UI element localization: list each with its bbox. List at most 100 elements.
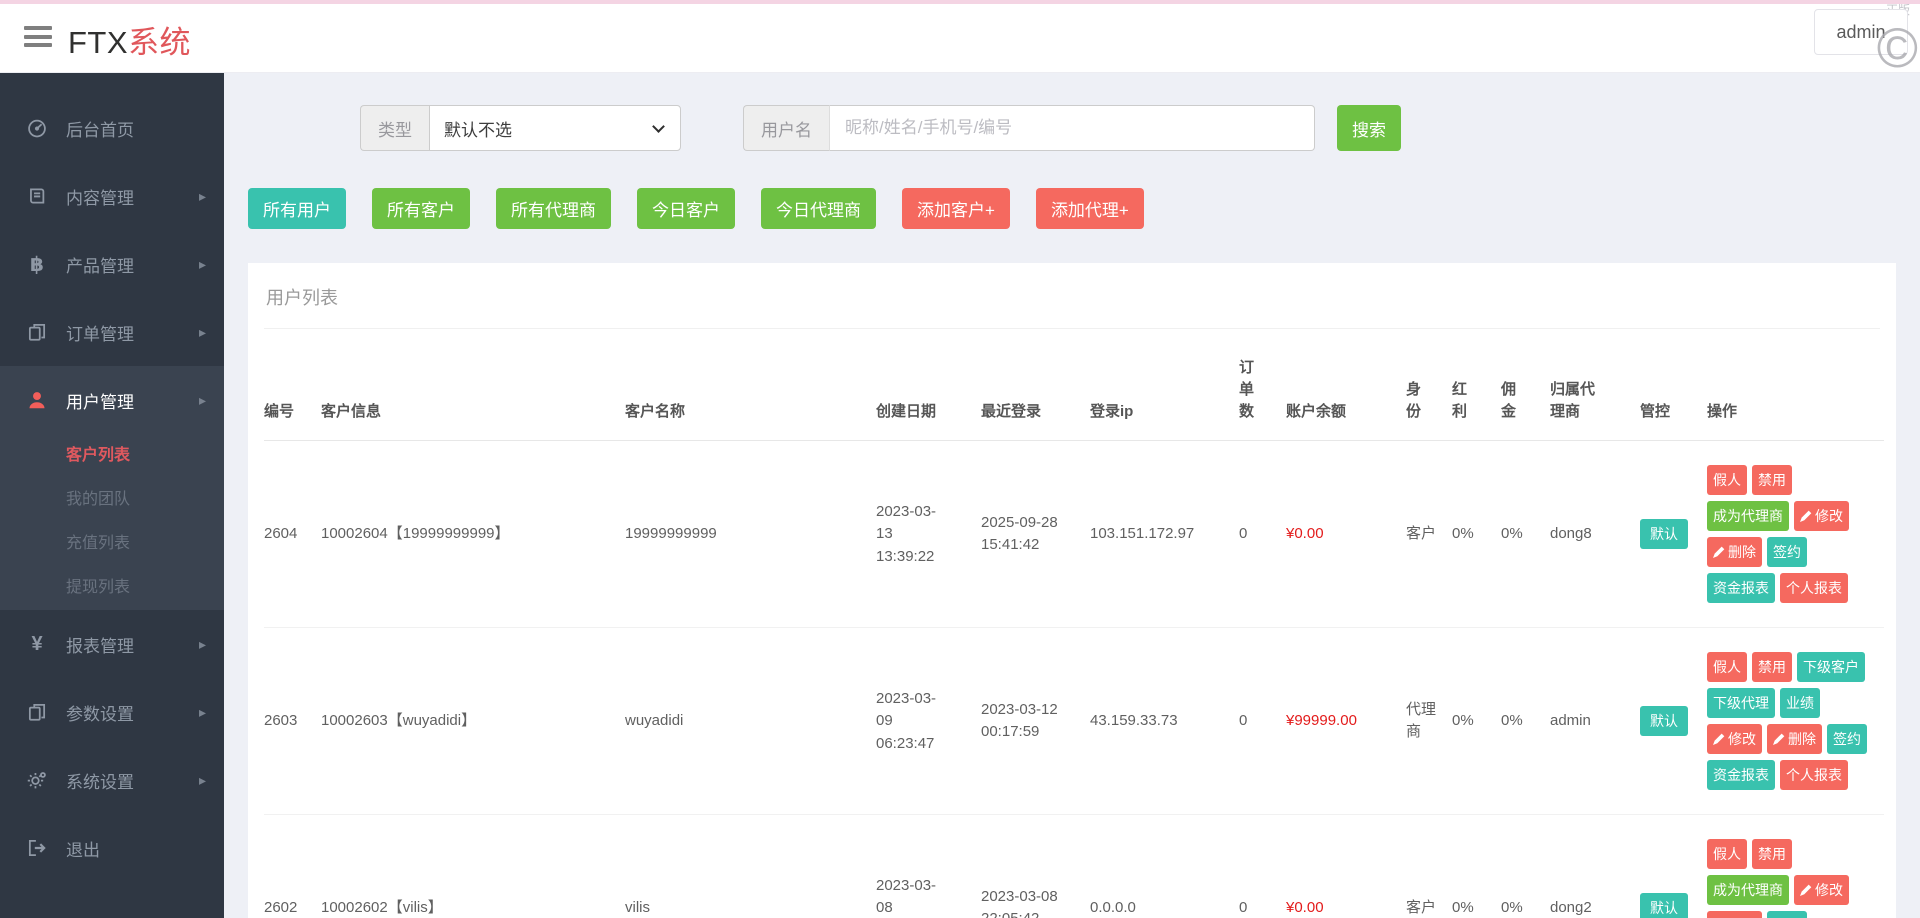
op-button[interactable]: 禁用	[1752, 465, 1792, 496]
sidebar-item-label: 内容管理	[66, 188, 134, 208]
cell-bonus: 0%	[1452, 440, 1501, 629]
op-button[interactable]: 删除	[1707, 537, 1762, 568]
op-button[interactable]: 禁用	[1752, 652, 1792, 683]
operations: 假人禁用成为代理商修改删除签约资金报表个人报表	[1707, 465, 1872, 604]
op-button[interactable]: 假人	[1707, 839, 1747, 870]
today-agents-button[interactable]: 今日代理商	[761, 188, 876, 229]
cell-commission: 0%	[1501, 627, 1550, 816]
col-commission: 佣金	[1501, 329, 1550, 442]
op-button[interactable]: 个人报表	[1780, 760, 1848, 791]
sidebar-item-user-management[interactable]: 用户管理 ▸	[0, 366, 224, 434]
balance-value: ¥0.00	[1286, 525, 1324, 542]
op-button[interactable]: 修改	[1794, 501, 1849, 532]
op-button[interactable]: 签约	[1767, 537, 1807, 568]
gears-icon	[24, 769, 50, 791]
sidebar-item-products[interactable]: ฿ 产品管理 ▸	[0, 230, 224, 298]
sidebar: 后台首页 内容管理 ▸ ฿ 产品管理 ▸ 订单管理 ▸ 用户管理 ▸ 客户列表 …	[0, 73, 224, 918]
cell-identity: 客户	[1406, 814, 1452, 918]
sidebar-item-withdraw-list[interactable]: 提现列表	[66, 579, 131, 596]
type-label: 类型	[360, 105, 429, 151]
op-button[interactable]: 成为代理商	[1707, 501, 1789, 532]
username-input[interactable]	[829, 105, 1315, 151]
default-control-button[interactable]: 默认	[1640, 706, 1688, 737]
cell-ip: 43.159.33.73	[1090, 627, 1239, 816]
all-agents-button[interactable]: 所有代理商	[496, 188, 611, 229]
user-menu[interactable]: admin	[1814, 9, 1908, 55]
today-customers-button[interactable]: 今日客户	[637, 188, 735, 229]
col-order-count: 订单数	[1239, 329, 1286, 442]
sidebar-item-my-team[interactable]: 我的团队	[66, 491, 131, 508]
sidebar-item-reports[interactable]: ¥ 报表管理 ▸	[0, 610, 224, 678]
sidebar-item-content[interactable]: 内容管理 ▸	[0, 162, 224, 230]
chevron-right-icon: ▸	[198, 323, 206, 340]
table-header-row: 编号 客户信息 客户名称 创建日期 最近登录 登录ip 订单数 账户余额 身份 …	[264, 329, 1884, 442]
cell-name: 19999999999	[625, 440, 876, 629]
sidebar-submenu: 客户列表 我的团队 充值列表 提现列表	[0, 434, 224, 610]
op-button[interactable]: 禁用	[1752, 839, 1792, 870]
add-customer-button[interactable]: 添加客户+	[902, 188, 1010, 229]
add-agent-button[interactable]: 添加代理+	[1035, 188, 1144, 229]
copy-icon	[24, 321, 50, 343]
balance-value: ¥0.00	[1286, 899, 1324, 916]
cell-ip: 0.0.0.0	[1090, 814, 1239, 918]
sidebar-item-label: 退出	[66, 840, 100, 860]
sidebar-item-system-settings[interactable]: 系统设置 ▸	[0, 746, 224, 814]
table-row: 2604 10002604【19999999999】 19999999999 2023…	[264, 440, 1884, 629]
cell-orders: 0	[1239, 440, 1286, 629]
col-last-login: 最近登录	[981, 329, 1090, 442]
col-control: 管控	[1640, 329, 1707, 442]
all-customers-button[interactable]: 所有客户	[372, 188, 470, 229]
op-button[interactable]: 下级客户	[1797, 652, 1865, 683]
col-operations: 操作	[1707, 329, 1884, 442]
username-filter-group: 用户名	[743, 105, 1315, 151]
op-button[interactable]: 成为代理商	[1707, 875, 1789, 906]
balance-value: ¥99999.00	[1286, 712, 1357, 729]
menu-toggle-icon[interactable]	[24, 26, 52, 47]
cell-balance: ¥99999.00	[1286, 627, 1406, 816]
search-button[interactable]: 搜索	[1337, 105, 1401, 151]
op-button[interactable]: 下级代理	[1707, 688, 1775, 719]
op-button[interactable]: 业绩	[1780, 688, 1820, 719]
sidebar-item-logout[interactable]: 退出	[0, 814, 224, 882]
op-button[interactable]: 个人报表	[1780, 573, 1848, 604]
sidebar-item-label: 用户管理	[66, 392, 134, 412]
op-button[interactable]: 资金报表	[1707, 760, 1775, 791]
cell-last_login: 2023-03-08 22:05:42	[981, 814, 1090, 918]
sidebar-item-label: 系统设置	[66, 772, 134, 792]
sidebar-item-orders[interactable]: 订单管理 ▸	[0, 298, 224, 366]
type-filter-group: 类型 默认不选	[360, 105, 681, 151]
cell-id: 2604	[264, 440, 321, 629]
user-list-panel: 用户列表 编号 客户信息 客户名称 创建日期 最近登录 登录ip 订单数 账户余…	[248, 263, 1896, 918]
all-users-button[interactable]: 所有用户	[248, 188, 346, 229]
cell-created: 2023-03-08 22:05:42	[876, 814, 981, 918]
sidebar-item-recharge-list[interactable]: 充值列表	[66, 535, 131, 552]
default-control-button[interactable]: 默认	[1640, 893, 1688, 918]
cell-commission: 0%	[1501, 814, 1550, 918]
default-control-button[interactable]: 默认	[1640, 519, 1688, 550]
chevron-right-icon: ▸	[198, 635, 206, 652]
col-login-ip: 登录ip	[1090, 329, 1239, 442]
op-button[interactable]: 资金报表	[1707, 573, 1775, 604]
operations: 假人 禁用 下级客户 下级代理 业绩 修改 删除 签约资金报表 个人报表	[1707, 652, 1872, 791]
sidebar-item-parameters[interactable]: 参数设置 ▸	[0, 678, 224, 746]
bitcoin-icon: ฿	[30, 253, 44, 276]
type-select[interactable]: 默认不选	[429, 105, 681, 151]
op-button[interactable]: 签约	[1827, 724, 1867, 755]
sidebar-item-customer-list[interactable]: 客户列表	[66, 447, 131, 464]
col-agent: 归属代理商	[1550, 329, 1640, 442]
op-button[interactable]: 删除	[1707, 911, 1762, 918]
op-button[interactable]: 删除	[1767, 724, 1822, 755]
cell-info: 10002604【19999999999】	[321, 440, 625, 629]
cell-agent: dong8	[1550, 440, 1640, 629]
cell-info: 10002602【vilis】	[321, 814, 625, 918]
op-button[interactable]: 假人	[1707, 465, 1747, 496]
sidebar-item-label: 后台首页	[66, 120, 134, 140]
op-button[interactable]: 签约	[1767, 911, 1807, 918]
top-progress-line	[0, 0, 1920, 4]
op-button[interactable]: 修改	[1794, 875, 1849, 906]
op-button[interactable]: 假人	[1707, 652, 1747, 683]
op-button[interactable]: 修改	[1707, 724, 1762, 755]
sidebar-item-dashboard[interactable]: 后台首页	[0, 94, 224, 162]
